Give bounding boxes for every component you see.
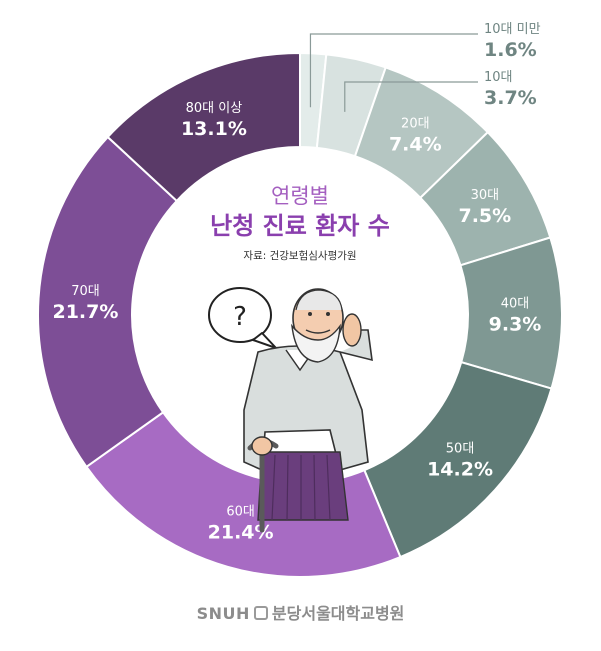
slice-category-label: 50대 <box>446 442 475 457</box>
chart-source: 자료: 건강보험심사평가원 <box>243 250 357 262</box>
slice-category: 10대 미만 <box>484 22 541 37</box>
slice-category-label: 60대 <box>226 505 255 520</box>
chart-title: 연령별 <box>271 184 329 208</box>
leader-line <box>344 81 478 112</box>
slice-label-10대: 10대 3.7% <box>484 70 537 110</box>
slice-value-label: 9.3% <box>489 313 542 335</box>
speech-bubble-icon: ? <box>208 287 277 349</box>
slice-value-label: 21.7% <box>52 301 118 323</box>
slice-value-label: 21.4% <box>208 522 274 544</box>
chart-title-block: 연령별 난청 진료 환자 수 자료: 건강보험심사평가원 <box>170 182 430 263</box>
slice-value-label: 7.4% <box>389 134 442 156</box>
slice-category-label: 30대 <box>471 188 500 203</box>
slice-label-10대-미만: 10대 미만 1.6% <box>484 22 541 62</box>
slice-70대 <box>37 135 179 469</box>
slice-category-label: 40대 <box>501 296 530 311</box>
question-mark: ? <box>233 302 247 332</box>
slice-category-label: 70대 <box>71 284 100 299</box>
slice-value-label: 7.5% <box>458 205 511 227</box>
slice-category: 10대 <box>484 70 513 85</box>
slice-category-label: 80대 이상 <box>186 101 243 116</box>
brand-logo-text: SNUH <box>196 604 250 623</box>
slice-category-label: 20대 <box>401 117 430 132</box>
slice-value: 1.6% <box>484 39 537 61</box>
slice-80대-이상 <box>106 51 301 203</box>
slice-value: 3.7% <box>484 87 537 109</box>
hospital-name: 분당서울대학교병원 <box>271 604 405 623</box>
footer: SNUH 분당서울대학교병원 <box>0 600 601 624</box>
chart-subtitle: 난청 진료 환자 수 <box>210 212 390 240</box>
logo-mark-icon <box>253 606 268 620</box>
leader-line <box>309 33 478 108</box>
slice-value-label: 14.2% <box>427 459 493 481</box>
slice-value-label: 13.1% <box>181 118 247 140</box>
old-man-illustration: ? <box>208 287 373 533</box>
